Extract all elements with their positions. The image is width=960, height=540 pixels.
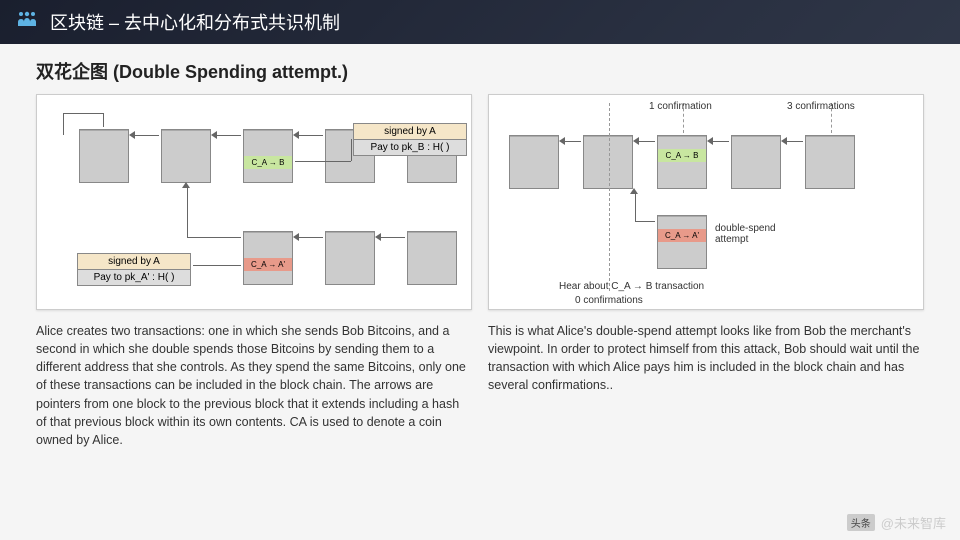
zero-label: 0 confirmations xyxy=(575,295,643,306)
tx-cell-green: C_A → B xyxy=(244,156,292,169)
pay-label-top: Pay to pk_B : H( ) xyxy=(354,140,466,155)
slide-header: 区块链 – 去中心化和分布式共识机制 xyxy=(0,0,960,44)
right-diagram: C_A → B C_A → A' 1 confirmation xyxy=(488,94,924,310)
left-diagram: C_A → B C_A → A' xyxy=(36,94,472,310)
label-bot: signed by A Pay to pk_A' : H( ) xyxy=(77,253,191,286)
tx-cell-red: C_A → A' xyxy=(244,258,292,271)
watermark: 头条 @未来智库 xyxy=(847,513,946,532)
signed-label-2: signed by A xyxy=(78,254,190,270)
watermark-badge: 头条 xyxy=(847,514,875,531)
left-caption: Alice creates two transactions: one in w… xyxy=(36,322,472,449)
signed-label: signed by A xyxy=(354,124,466,140)
tx-cell-red-r: C_A → A' xyxy=(658,229,706,242)
label-top: signed by A Pay to pk_B : H( ) xyxy=(353,123,467,156)
content-area: 双花企图 (Double Spending attempt.) C_A → B … xyxy=(0,44,960,540)
hear-label: Hear about C_A → B transaction xyxy=(559,281,704,292)
conf1-label: 1 confirmation xyxy=(649,101,712,112)
ds-label: double-spend attempt xyxy=(715,223,795,245)
people-icon xyxy=(16,10,38,34)
left-column: C_A → B C_A → A' xyxy=(36,94,472,449)
header-title: 区块链 – 去中心化和分布式共识机制 xyxy=(50,9,340,35)
watermark-text: @未来智库 xyxy=(881,513,946,532)
right-caption: This is what Alice's double-spend attemp… xyxy=(488,322,924,395)
conf3-label: 3 confirmations xyxy=(787,101,855,112)
pay-label-bot: Pay to pk_A' : H( ) xyxy=(78,270,190,285)
section-title: 双花企图 (Double Spending attempt.) xyxy=(36,58,924,84)
tx-cell-green-r: C_A → B xyxy=(658,149,706,162)
right-column: C_A → B C_A → A' 1 confirmation xyxy=(488,94,924,449)
